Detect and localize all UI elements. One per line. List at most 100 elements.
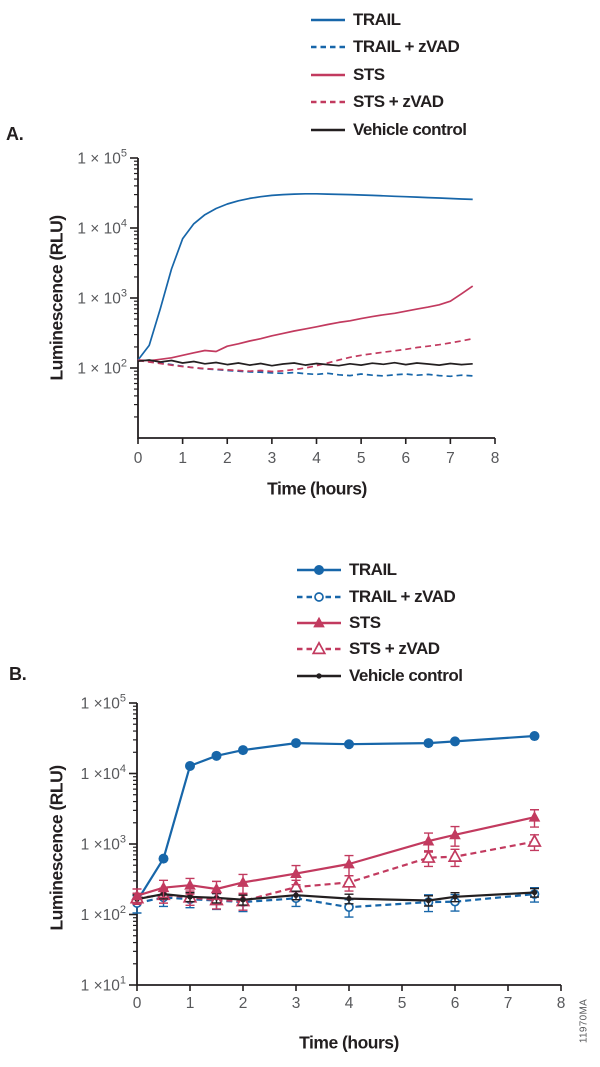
x-tick-label: 3 — [292, 995, 301, 1012]
x-tick-label: 4 — [312, 450, 321, 467]
x-tick-label: 6 — [401, 450, 410, 467]
marker-dot — [316, 673, 322, 679]
series-trail — [132, 731, 540, 907]
legend-swatch — [297, 673, 341, 679]
panel-a-x-axis-title: Time (hours) — [267, 478, 367, 499]
legend-label: TRAIL — [349, 560, 397, 580]
marker-open-triangle — [447, 848, 463, 862]
y-tick-label: 1 ×103 — [81, 834, 126, 854]
x-tick-label: 1 — [178, 450, 187, 467]
legend-label: Vehicle control — [353, 119, 467, 139]
marker-open-triangle — [311, 641, 327, 655]
marker-filled-triangle — [343, 857, 355, 869]
legend-label: STS — [353, 64, 385, 84]
marker-open-triangle — [341, 874, 357, 888]
x-tick-label: 3 — [268, 450, 277, 467]
marker-filled-circle — [291, 738, 301, 749]
series-vehicle-control — [137, 359, 473, 367]
series-sts — [131, 809, 541, 905]
x-axis: 0 1 2 3 4 5 6 7 8 — [133, 985, 566, 1012]
marker-filled-triangle — [528, 810, 541, 822]
series-line — [136, 891, 535, 902]
x-tick-label: 5 — [398, 995, 407, 1012]
legend-item: STS + zVAD — [310, 89, 466, 117]
marker-filled-circle — [314, 565, 324, 576]
marker-dot — [531, 889, 538, 896]
panel-b-plot: 1 ×101 1 ×102 1 ×103 1 ×104 1 ×105 0 1 2 3 4 5 6 7 8 — [81, 693, 566, 1013]
legend-swatch — [297, 565, 341, 576]
marker-open-triangle — [421, 849, 436, 863]
legend-item: TRAIL — [296, 557, 462, 583]
y-tick-label: 1 × 102 — [77, 358, 127, 378]
legend-swatch — [311, 73, 345, 77]
x-tick-label: 2 — [239, 995, 248, 1012]
y-tick-label: 1 ×102 — [81, 904, 126, 924]
series-line — [136, 840, 535, 903]
marker-filled-triangle — [237, 876, 249, 887]
marker-dot — [425, 897, 432, 904]
y-axis: 1 × 102 1 × 103 1 × 104 1 × 105 — [77, 148, 138, 418]
marker-filled-circle — [423, 738, 434, 749]
series-line — [137, 285, 474, 362]
legend-item: STS — [296, 610, 462, 636]
panel-a-plot: 1 × 102 1 × 103 1 × 104 1 × 105 0 1 2 3 4 5 6 7 8 — [77, 148, 499, 468]
marker-open-triangle — [527, 833, 542, 847]
legend-item: TRAIL + zVAD — [296, 583, 462, 609]
panel-a-y-axis-title: Luminescence (RLU) — [46, 215, 67, 381]
panel-b-x-axis-title: Time (hours) — [299, 1032, 399, 1053]
y-tick-label: 1 × 103 — [77, 288, 127, 308]
x-tick-label: 4 — [345, 995, 354, 1012]
marker-dot — [187, 894, 193, 900]
marker-filled-triangle — [210, 882, 223, 894]
legend-item: Vehicle control — [310, 116, 467, 144]
marker-filled-circle — [185, 760, 195, 771]
marker-filled-triangle — [449, 828, 461, 840]
marker-filled-circle — [344, 739, 354, 750]
legend-item: STS — [310, 61, 466, 89]
x-tick-label: 6 — [451, 995, 460, 1012]
legend-label: STS + zVAD — [353, 92, 444, 112]
y-tick-label: 1 ×104 — [81, 763, 126, 783]
legend-swatch — [297, 641, 341, 655]
series-trail — [137, 192, 473, 361]
marker-filled-circle — [450, 736, 460, 747]
x-tick-label: 8 — [557, 995, 566, 1012]
series-line — [137, 337, 473, 373]
y-tick-label: 1 ×105 — [81, 693, 126, 713]
series-sts-zvad — [137, 337, 473, 373]
marker-filled-circle — [238, 745, 248, 756]
marker-open-circle — [314, 591, 324, 602]
x-tick-label: 0 — [133, 995, 142, 1012]
legend-swatch — [297, 591, 341, 602]
panel-b-y-axis-title: Luminescence (RLU) — [46, 765, 67, 931]
marker-dot — [452, 894, 458, 900]
axes-lines — [137, 158, 495, 439]
y-tick-label: 1 ×101 — [81, 975, 126, 995]
series-line — [137, 359, 473, 367]
marker-filled-circle — [158, 853, 169, 864]
series-sts — [137, 285, 474, 362]
marker-filled-triangle — [184, 879, 196, 890]
marker-filled-triangle — [313, 616, 325, 628]
x-tick-label: 0 — [134, 450, 143, 467]
x-tick-label: 1 — [186, 995, 195, 1012]
legend-swatch — [311, 18, 345, 22]
legend-swatch — [297, 616, 341, 628]
marker-filled-circle — [529, 731, 540, 742]
legend-swatch — [311, 100, 345, 104]
series-line — [136, 816, 535, 897]
panel-a-label: A. — [6, 124, 24, 144]
y-tick-label: 1 × 105 — [77, 148, 127, 168]
y-axis: 1 ×101 1 ×102 1 ×103 1 ×104 1 ×105 — [81, 693, 137, 995]
x-tick-label: 7 — [446, 450, 455, 467]
panel-a-legend: TRAIL TRAIL + zVAD STS STS + zVAD Vehicle co… — [310, 6, 467, 144]
marker-dot — [240, 897, 246, 903]
series-line — [136, 734, 535, 902]
y-tick-label: 1 × 104 — [77, 218, 127, 238]
watermark: 11970MA — [578, 998, 590, 1044]
legend-label: TRAIL — [353, 9, 401, 29]
series-line — [137, 359, 473, 378]
legend-label: TRAIL + zVAD — [353, 37, 460, 57]
x-tick-label: 8 — [491, 450, 500, 467]
